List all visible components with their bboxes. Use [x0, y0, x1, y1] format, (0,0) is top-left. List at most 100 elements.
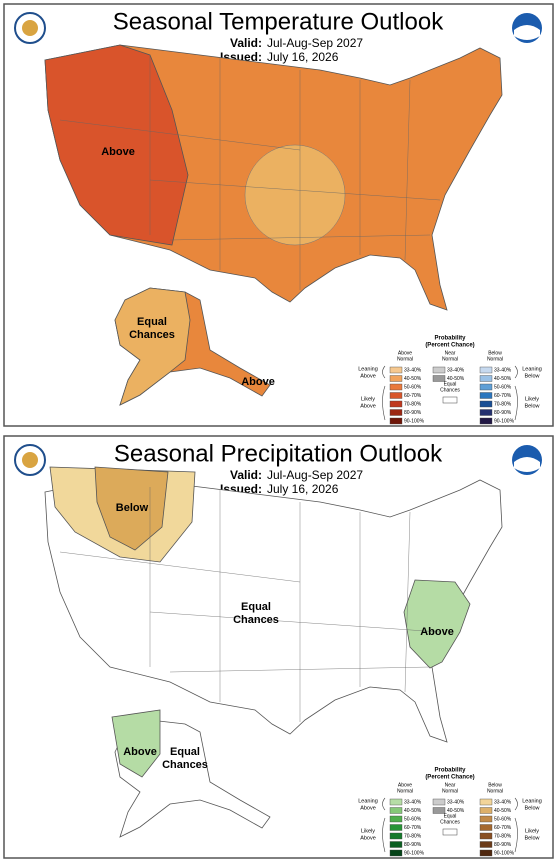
legend-side: Likely — [525, 396, 539, 402]
outlook-region — [111, 709, 161, 778]
valid-period: Jul-Aug-Sep 2027 — [267, 468, 363, 482]
valid-label: Valid: — [230, 36, 262, 50]
legend-bin: 33-40% — [447, 799, 465, 805]
map-label: Above — [123, 746, 157, 758]
legend-bin: 80-90% — [404, 410, 422, 416]
legend-title: Probability — [434, 768, 466, 774]
legend-swatch — [479, 798, 493, 806]
legend-side: Below — [525, 805, 540, 811]
legend-heading: Above — [398, 782, 412, 788]
legend-brace — [382, 797, 518, 853]
legend-bin: 33-40% — [494, 799, 512, 805]
legend-side: Equal — [444, 381, 457, 387]
legend-bin: 60-70% — [494, 825, 512, 831]
legend-swatch — [479, 417, 493, 425]
legend-heading: Normal — [442, 356, 458, 362]
issued-date: July 16, 2026 — [267, 482, 339, 496]
legend-heading: Above — [398, 350, 412, 356]
legend-side: Above — [360, 403, 376, 409]
legend-swatch — [389, 400, 403, 408]
legend-side: Chances — [440, 819, 460, 825]
legend-swatch — [389, 807, 403, 814]
doc-logo-center — [22, 20, 38, 36]
state-line — [149, 179, 441, 201]
legend-heading: Normal — [487, 356, 503, 362]
legend-bin: 40-50% — [404, 376, 422, 382]
legend-swatch — [479, 409, 493, 416]
map-label: Chances — [162, 759, 208, 771]
legend-side: Above — [360, 835, 376, 841]
outlook-region — [244, 144, 346, 246]
legend-bin: 33-40% — [494, 367, 512, 373]
map-label: Chances — [129, 329, 175, 341]
legend-bin: 50-60% — [404, 816, 422, 822]
legend-swatch — [479, 849, 493, 857]
doc-logo-center — [22, 452, 38, 468]
panel-title: Seasonal Temperature Outlook — [113, 8, 444, 35]
legend-heading: Below — [488, 782, 502, 788]
map-label: Chances — [233, 614, 279, 626]
legend-swatch — [479, 832, 493, 840]
legend-swatch — [442, 396, 458, 404]
legend-side: Likely — [361, 396, 375, 402]
noaa-logo-wave — [514, 457, 540, 472]
legend-heading: Below — [488, 350, 502, 356]
legend-side: Leaning — [358, 366, 378, 372]
legend-swatch — [479, 392, 493, 399]
legend-bin: 50-60% — [494, 384, 512, 390]
legend-side: Below — [525, 373, 540, 379]
valid-label: Valid: — [230, 468, 262, 482]
legend-bin: 40-50% — [404, 808, 422, 814]
legend-swatch — [479, 366, 493, 374]
legend-swatch — [389, 417, 403, 425]
outlook-region — [403, 579, 471, 669]
noaa-logo-wave — [514, 25, 540, 40]
legend-swatch — [479, 807, 493, 814]
state-line — [149, 611, 441, 633]
legend-swatch — [442, 828, 458, 836]
outlook-region — [94, 466, 169, 551]
state-line — [404, 511, 411, 693]
map-label: Equal — [137, 316, 167, 328]
legend-bin: 50-60% — [494, 816, 512, 822]
legend-bin: 70-80% — [494, 401, 512, 407]
legend-side: Leaning — [358, 798, 378, 804]
legend-swatch — [389, 824, 403, 831]
legend-bin: 70-80% — [494, 833, 512, 839]
state-line — [404, 79, 411, 261]
issued-date: July 16, 2026 — [267, 50, 339, 64]
legend-title: Probability — [434, 336, 466, 342]
legend-title: (Percent Chance) — [425, 343, 474, 349]
legend-swatch — [479, 383, 493, 391]
legend-bin: 90-100% — [404, 418, 425, 424]
legend-side: Below — [525, 403, 540, 409]
map-label: Below — [116, 502, 149, 514]
legend-bin: 40-50% — [494, 376, 512, 382]
legend-bin: 90-100% — [404, 850, 425, 856]
state-line — [169, 666, 431, 673]
legend-side: Likely — [525, 828, 539, 834]
legend-swatch — [389, 832, 403, 840]
legend-side: Equal — [444, 813, 457, 819]
legend-swatch — [479, 815, 493, 823]
legend-bin: 40-50% — [447, 376, 465, 382]
state-line — [169, 234, 431, 241]
legend-swatch — [432, 366, 446, 374]
legend-bin: 33-40% — [447, 367, 465, 373]
legend-heading: Normal — [442, 788, 458, 794]
legend-swatch — [389, 849, 403, 857]
legend-swatch — [432, 375, 446, 382]
state-line — [59, 119, 301, 151]
legend-side: Leaning — [522, 798, 542, 804]
legend-bin: 40-50% — [494, 808, 512, 814]
outlook-region — [114, 287, 191, 406]
legend-side: Leaning — [522, 366, 542, 372]
legend-side: Likely — [361, 828, 375, 834]
legend-swatch — [479, 400, 493, 408]
map-label: Above — [101, 146, 135, 158]
legend-side: Chances — [440, 387, 460, 393]
